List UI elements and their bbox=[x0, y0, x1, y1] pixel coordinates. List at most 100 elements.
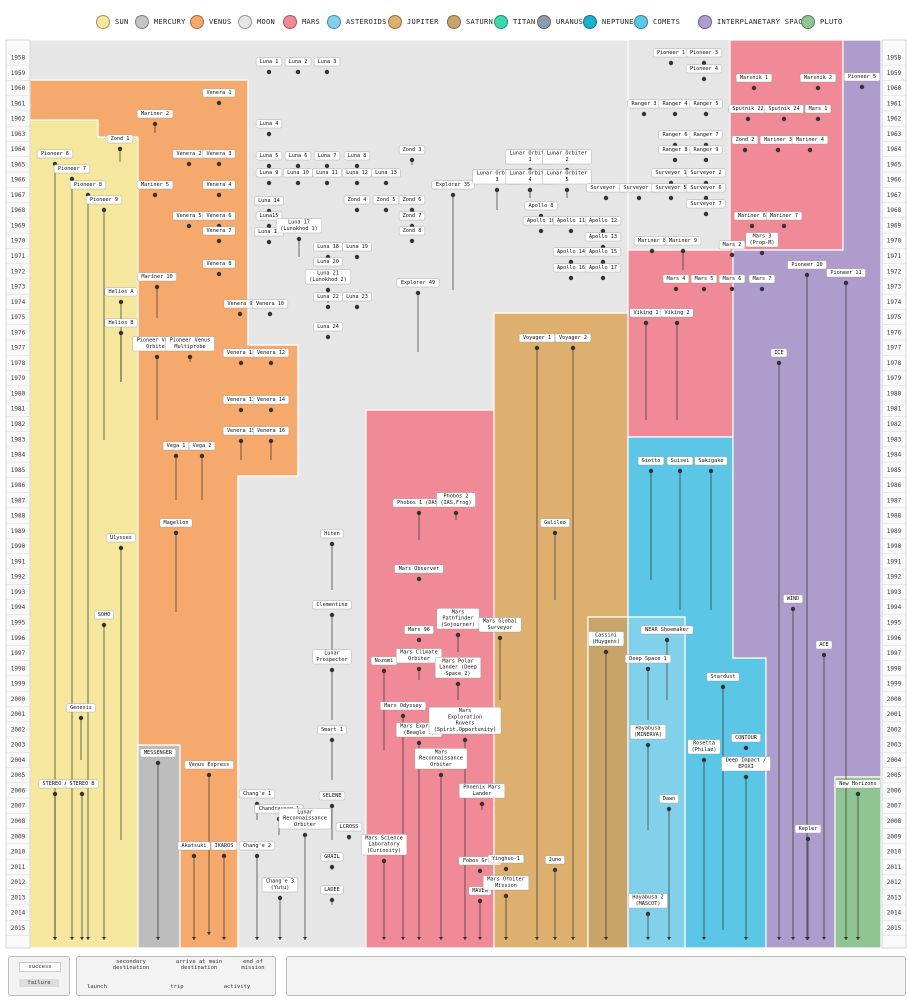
year-label-left: 1980 bbox=[11, 390, 26, 397]
mission-marker bbox=[743, 745, 749, 751]
mission-label: Surveyor 5 bbox=[655, 185, 686, 191]
mission-marker bbox=[266, 69, 272, 75]
mission-label: Luna 1 bbox=[260, 59, 279, 65]
mission-label: Dawn bbox=[663, 796, 676, 802]
year-label-left: 2011 bbox=[11, 864, 26, 871]
year-label-left: 1964 bbox=[11, 146, 26, 153]
mission-label: Reconnaissance bbox=[419, 756, 463, 762]
mission-label: New Horizons bbox=[839, 781, 876, 787]
mission-label-box bbox=[320, 885, 344, 895]
mission-label: Luna 19 bbox=[346, 244, 368, 250]
mission-marker bbox=[216, 100, 222, 106]
mission-arrow bbox=[80, 937, 84, 940]
mission-label: Luna 18 bbox=[317, 244, 339, 250]
mission-marker bbox=[534, 345, 540, 351]
mission-marker bbox=[538, 228, 544, 234]
mission-label: Luna 2 bbox=[289, 59, 308, 65]
year-label-left: 2002 bbox=[11, 726, 26, 733]
mission-marker bbox=[462, 737, 468, 743]
mission-marker bbox=[807, 147, 813, 153]
mission-label-box bbox=[554, 333, 592, 343]
mission-label: Luna15 bbox=[260, 213, 279, 219]
mission-label: Luna 8 bbox=[348, 153, 367, 159]
mission-marker bbox=[238, 360, 244, 366]
mission-label-box bbox=[686, 168, 726, 178]
mission-label-box bbox=[478, 617, 522, 633]
mission-label-box bbox=[706, 672, 740, 682]
mission-label-box bbox=[765, 211, 803, 221]
mission-label-box bbox=[238, 841, 276, 851]
mission-label: Phoenix Mars bbox=[463, 785, 500, 791]
mission-label: MESSENGER bbox=[144, 750, 173, 756]
mission-label-box bbox=[686, 199, 726, 209]
year-label-left: 1974 bbox=[11, 299, 26, 306]
legend-swatch bbox=[583, 15, 597, 29]
mission-marker bbox=[324, 180, 330, 186]
mission-label: Hayabusa 2 bbox=[632, 895, 663, 901]
year-label-right: 1969 bbox=[887, 222, 902, 229]
mission-arrow bbox=[702, 937, 706, 940]
mission-marker bbox=[268, 360, 274, 366]
mission-marker bbox=[668, 195, 674, 201]
mission-label: Luna 24 bbox=[317, 324, 339, 330]
legend-label: VENUS bbox=[209, 18, 232, 26]
legend-swatch bbox=[698, 15, 712, 29]
mission-label-box bbox=[826, 268, 866, 278]
mission-label: Venus Express bbox=[189, 762, 230, 768]
mission-label-box bbox=[428, 707, 502, 735]
mission-label: Venera 5 bbox=[177, 213, 202, 219]
legend-label: INTERPLANETARY SPACE bbox=[717, 18, 808, 26]
mission-label: Cassini bbox=[595, 633, 617, 639]
mission-label-box bbox=[202, 180, 236, 190]
year-label-right: 1973 bbox=[887, 284, 902, 291]
success-label: success bbox=[19, 962, 61, 972]
year-label-right: 1958 bbox=[887, 55, 902, 62]
mission-label: Mars Climate bbox=[400, 650, 437, 656]
year-label-right: 1985 bbox=[887, 467, 902, 474]
mission-label-box bbox=[398, 195, 426, 205]
mission-label-box bbox=[721, 756, 771, 772]
year-label-right: 2010 bbox=[887, 849, 902, 856]
mission-label: Venera 2 bbox=[177, 151, 202, 157]
mission-marker bbox=[354, 207, 360, 213]
mission-label: Zond 4 bbox=[348, 197, 367, 203]
mission-marker bbox=[117, 146, 123, 152]
mission-label: ACE bbox=[819, 642, 828, 648]
mission-label: Deep Impact / bbox=[726, 758, 767, 764]
mission-label-box bbox=[394, 564, 444, 574]
mission-marker bbox=[649, 248, 655, 254]
mission-marker bbox=[729, 286, 735, 292]
mission-label-box bbox=[65, 779, 99, 789]
mission-label-box bbox=[318, 791, 346, 801]
mission-label: Explorer 49 bbox=[401, 280, 435, 286]
mission-label-box bbox=[69, 180, 107, 190]
year-label-right: 1983 bbox=[887, 436, 902, 443]
mission-label-box bbox=[284, 57, 312, 67]
mission-label: SELENE bbox=[323, 793, 342, 799]
mission-marker bbox=[775, 147, 781, 153]
mission-marker bbox=[191, 853, 197, 859]
mission-label-box bbox=[139, 748, 177, 758]
mission-label-box bbox=[483, 875, 530, 891]
mission-marker bbox=[101, 207, 107, 213]
mission-label: Mars bbox=[459, 708, 472, 714]
mission-label: Smart 1 bbox=[321, 727, 343, 733]
mission-label-box bbox=[542, 149, 592, 165]
year-label-right: 1964 bbox=[887, 146, 902, 153]
mission-label: Explorer 35 bbox=[436, 182, 470, 188]
mission-label: Zond 8 bbox=[403, 228, 422, 234]
mission-label: Venera 9 bbox=[228, 301, 253, 307]
mission-arrow bbox=[463, 937, 467, 940]
mission-label-box bbox=[136, 109, 174, 119]
year-label-left: 1970 bbox=[11, 238, 26, 245]
mission-arrow bbox=[70, 937, 74, 940]
mission-marker bbox=[701, 286, 707, 292]
mission-label-box bbox=[313, 57, 341, 67]
mission-marker bbox=[79, 791, 85, 797]
year-label-right: 2002 bbox=[887, 726, 902, 733]
mission-label: Exploration bbox=[448, 714, 482, 720]
mission-label: (MINERVA) bbox=[634, 732, 662, 738]
mission-arrow bbox=[382, 937, 386, 940]
legend-swatch bbox=[801, 15, 815, 29]
symbol-key: success failure secondary destination ar… bbox=[0, 950, 912, 1000]
